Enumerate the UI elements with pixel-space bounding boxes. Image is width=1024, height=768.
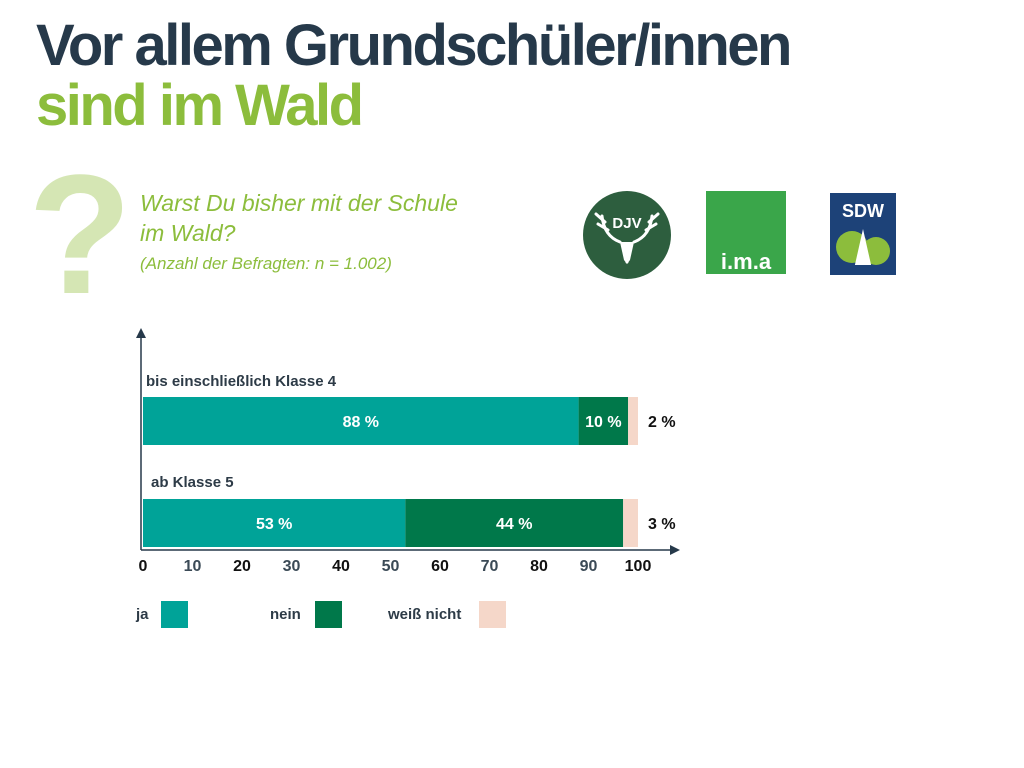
- x-tick-label: 40: [332, 558, 350, 575]
- bar-data-label: 3 %: [648, 516, 676, 533]
- bar-data-label: 10 %: [585, 414, 621, 431]
- djv-logo-text: DJV: [612, 215, 641, 232]
- legend-item-weiss-nicht: weiß nicht: [388, 600, 461, 628]
- x-tick-label: 20: [233, 558, 251, 575]
- legend-item-ja: ja: [136, 600, 149, 628]
- legend-label-ja: ja: [136, 605, 149, 623]
- sdw-logo-text: SDW: [842, 201, 884, 221]
- sdw-logo: SDW: [830, 193, 896, 275]
- legend-label-nein: nein: [270, 605, 301, 623]
- bar-segment: [143, 397, 579, 445]
- x-tick-label: 10: [184, 558, 202, 575]
- bar-data-label: 88 %: [343, 414, 379, 431]
- bar-segment: [628, 397, 638, 445]
- legend-swatch-weiss-nicht: [479, 601, 506, 628]
- bar-data-label: 44 %: [496, 516, 532, 533]
- x-tick-label: 60: [431, 558, 449, 575]
- category-label: bis einschließlich Klasse 4: [146, 373, 337, 390]
- legend-item-nein: nein: [270, 600, 301, 628]
- legend-swatch-nein: [315, 601, 342, 628]
- title-line-2: sind im Wald: [36, 73, 364, 138]
- legend-label-weiss-nicht: weiß nicht: [388, 605, 462, 623]
- ima-logo: i.m.a: [706, 191, 786, 274]
- x-tick-label: 70: [481, 558, 499, 575]
- sample-size-note: (Anzahl der Befragten: n = 1.002): [140, 254, 392, 273]
- x-tick-label: 80: [530, 558, 548, 575]
- bar-segment: [405, 499, 624, 547]
- title-line-1: Vor allem Grundschüler/innen: [36, 13, 792, 78]
- x-tick-label: 90: [580, 558, 598, 575]
- survey-question: Warst Du bisher mit der Schule im Wald?: [140, 190, 458, 246]
- ima-logo-text: i.m.a: [721, 249, 772, 274]
- question-mark-icon: ?: [28, 140, 132, 330]
- y-axis-arrow-icon: [136, 328, 146, 338]
- bar-segment: [578, 397, 629, 445]
- bar-data-label: 53 %: [256, 516, 292, 533]
- bar-segment: [143, 499, 406, 547]
- x-tick-label: 0: [139, 558, 148, 575]
- bar-segment: [623, 499, 638, 547]
- x-tick-label: 100: [625, 558, 652, 575]
- category-label: ab Klasse 5: [151, 474, 234, 491]
- bar-data-label: 2 %: [648, 414, 676, 431]
- x-tick-label: 30: [283, 558, 301, 575]
- x-tick-label: 50: [382, 558, 400, 575]
- legend-swatch-ja: [161, 601, 188, 628]
- x-axis-arrow-icon: [670, 545, 680, 555]
- djv-logo: DJV: [583, 191, 671, 279]
